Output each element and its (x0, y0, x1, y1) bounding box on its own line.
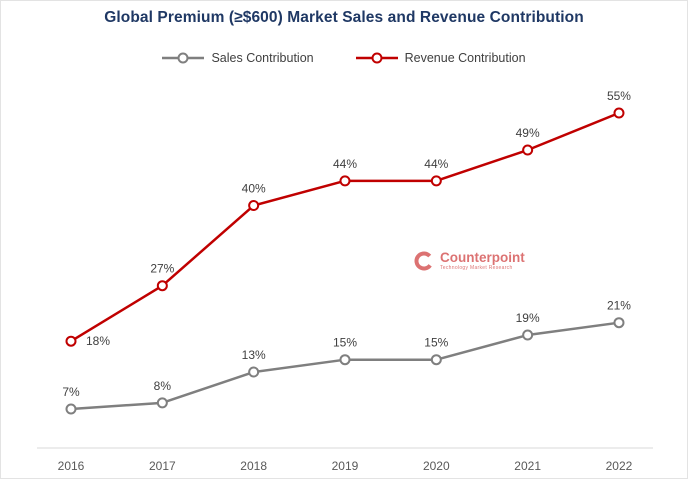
sales-data-point (156, 397, 168, 409)
sales-data-point (248, 366, 260, 378)
x-axis-label: 2021 (514, 459, 541, 473)
counterpoint-logo-icon (414, 251, 434, 271)
sales-data-label: 8% (154, 379, 172, 393)
x-axis-label: 2022 (606, 459, 633, 473)
x-axis-label: 2018 (240, 459, 267, 473)
watermark-tagline: Technology Market Research (440, 265, 513, 272)
revenue-data-point (248, 200, 260, 212)
sales-data-label: 19% (516, 311, 540, 325)
revenue-data-point (156, 280, 168, 292)
revenue-data-label: 44% (424, 157, 448, 171)
sales-data-label: 13% (242, 348, 266, 362)
revenue-data-label: 40% (242, 182, 266, 196)
revenue-series-line (70, 111, 620, 343)
sales-line-marker-icon (162, 52, 205, 64)
revenue-data-point (522, 144, 534, 156)
revenue-line-marker-icon (355, 52, 398, 64)
legend-label-sales: Sales Contribution (211, 51, 314, 65)
x-axis-label: 2020 (423, 459, 450, 473)
revenue-data-label: 18% (86, 334, 110, 348)
revenue-data-label: 44% (333, 157, 357, 171)
sales-data-label: 15% (333, 336, 357, 350)
revenue-data-label: 49% (516, 126, 540, 140)
revenue-data-point (430, 175, 442, 187)
sales-data-point (522, 329, 534, 341)
revenue-data-label: 55% (607, 89, 631, 103)
sales-data-point (65, 403, 77, 415)
watermark-brand: Counterpoint (440, 249, 525, 265)
legend-label-revenue: Revenue Contribution (404, 51, 526, 65)
sales-data-label: 7% (62, 385, 80, 399)
sales-data-point (613, 317, 625, 329)
x-axis-label: 2017 (149, 459, 176, 473)
sales-data-point (430, 354, 442, 366)
revenue-data-point (65, 335, 77, 347)
revenue-data-label: 27% (150, 262, 174, 276)
revenue-data-point (339, 175, 351, 187)
legend: Sales Contribution Revenue Contribution (1, 51, 687, 65)
sales-data-label: 15% (424, 336, 448, 350)
legend-item-revenue: Revenue Contribution (355, 51, 526, 65)
sales-data-label: 21% (607, 299, 631, 313)
sales-data-point (339, 354, 351, 366)
counterpoint-watermark: Counterpoint Technology Market Research (413, 250, 525, 272)
revenue-data-point (613, 107, 625, 119)
x-axis-label: 2016 (58, 459, 85, 473)
legend-item-sales: Sales Contribution (162, 51, 314, 65)
chart-title: Global Premium (≥$600) Market Sales and … (104, 9, 584, 26)
x-axis-label: 2019 (332, 459, 359, 473)
